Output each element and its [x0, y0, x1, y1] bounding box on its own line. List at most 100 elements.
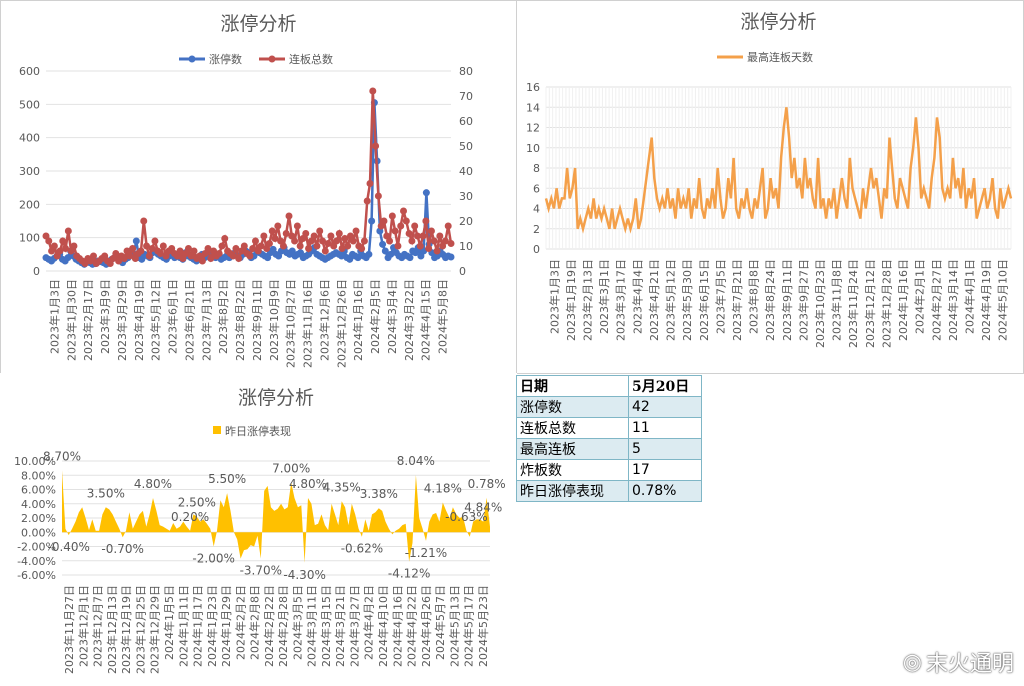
x-tick-label: 2023年12月12日 [863, 259, 877, 348]
y-tick-label: 300 [19, 165, 40, 178]
y-tick-label: 0.00% [21, 526, 56, 539]
x-tick-label: 2023年7月21日 [730, 259, 744, 341]
data-point [368, 217, 376, 225]
data-point [268, 227, 276, 235]
x-tick-label: 2023年10月27日 [284, 279, 298, 368]
data-point [341, 235, 349, 242]
x-tick-label: 2023年12月7日 [91, 585, 105, 667]
data-point [129, 245, 137, 252]
x-tick-label: 2024年4月22日 [405, 585, 419, 667]
data-point [184, 245, 192, 252]
x-tick-label: 2023年6月1日 [166, 279, 180, 354]
data-point [366, 180, 374, 187]
y2-tick-label: 40 [459, 165, 473, 178]
y-tick-label: -6.00% [17, 569, 56, 582]
x-tick-label: 2023年12月19日 [119, 585, 133, 674]
x-tick-label: 2023年8月2日 [216, 279, 230, 354]
x-tick-label: 2023年12月13日 [105, 585, 119, 674]
x-tick-label: 2024年5月10日 [996, 259, 1010, 341]
data-point [425, 245, 433, 252]
x-tick-label: 2024年2月5日 [368, 279, 382, 354]
x-tick-label: 2024年1月29日 [219, 585, 233, 667]
data-point [369, 87, 377, 95]
table-header-key: 日期 [516, 375, 629, 397]
data-label: 3.38% [360, 487, 398, 501]
data-point [176, 247, 184, 255]
x-tick-label: 2024年5月17日 [462, 585, 476, 667]
data-point [408, 237, 416, 245]
data-point [305, 245, 313, 252]
y2-tick-label: 0 [459, 265, 466, 278]
data-point [321, 247, 329, 255]
data-point [215, 250, 223, 257]
data-label: 0.78% [468, 477, 506, 491]
x-tick-label: 2023年8月8日 [747, 259, 761, 334]
data-label: 4.80% [289, 477, 327, 491]
data-point [62, 245, 70, 252]
x-tick-label: 2024年2月27日 [929, 259, 943, 341]
table-value: 11 [628, 417, 702, 439]
x-tick-label: 2023年1月19日 [564, 259, 578, 341]
table-key: 炸板数 [516, 459, 629, 481]
data-point [360, 237, 368, 245]
x-tick-label: 2024年2月8日 [248, 585, 262, 660]
data-point [251, 237, 259, 245]
data-point [405, 230, 413, 237]
data-point [50, 242, 58, 250]
table-key: 昨日涨停表现 [516, 480, 629, 502]
data-label: 8.70% [43, 449, 81, 463]
data-point [271, 235, 279, 242]
data-label: 4.18% [424, 481, 462, 495]
data-point [70, 242, 78, 250]
data-point [402, 217, 410, 225]
legend-label: 昨日涨停表现 [225, 424, 291, 438]
legend-marker [268, 55, 276, 63]
x-tick-label: 2023年1月3日 [547, 259, 561, 334]
y-tick-label: 16 [526, 81, 540, 94]
x-tick-label: 2024年1月11日 [176, 585, 190, 667]
legend-label: 涨停数 [209, 52, 242, 66]
data-point [313, 242, 321, 250]
y-tick-label: 4 [533, 203, 540, 216]
table-value: 5 [628, 438, 702, 460]
data-point [381, 247, 389, 255]
x-tick-label: 2023年1月30日 [64, 279, 78, 361]
y-tick-label: 2.00% [21, 512, 56, 525]
x-tick-label: 2024年5月13日 [447, 585, 461, 667]
data-point [246, 252, 254, 260]
chart-title: 涨停分析 [740, 11, 816, 33]
data-point [327, 232, 335, 240]
area-series-昨日涨停表现 [62, 470, 490, 563]
y-tick-label: 6 [533, 182, 540, 195]
x-tick-label: 2023年6月15日 [697, 259, 711, 341]
data-point [137, 247, 145, 255]
data-point [151, 237, 159, 245]
x-tick-label: 2023年5月12日 [149, 279, 163, 361]
data-point [45, 237, 53, 245]
chart-title: 涨停分析 [220, 13, 296, 35]
y-tick-label: 10 [526, 142, 540, 155]
x-tick-label: 2023年1月3日 [47, 279, 61, 354]
data-label: -3.70% [240, 564, 282, 578]
data-point [140, 217, 148, 225]
table-value: 42 [628, 396, 702, 418]
data-point [293, 222, 301, 230]
x-tick-label: 2024年4月19日 [979, 259, 993, 341]
x-tick-label: 2023年11月27日 [62, 585, 76, 674]
data-point [422, 217, 430, 225]
y2-tick-label: 50 [459, 140, 473, 153]
data-point [285, 212, 293, 220]
data-point [59, 237, 67, 245]
y-tick-label: 100 [19, 232, 40, 245]
data-point [422, 189, 430, 197]
data-label: 0.20% [171, 510, 209, 524]
data-point [282, 230, 290, 237]
data-label: 4.80% [134, 477, 172, 491]
y2-tick-label: 30 [459, 190, 473, 203]
data-point [204, 245, 212, 252]
data-point [386, 237, 394, 245]
data-label: -0.62% [341, 542, 383, 556]
data-point [310, 232, 318, 240]
